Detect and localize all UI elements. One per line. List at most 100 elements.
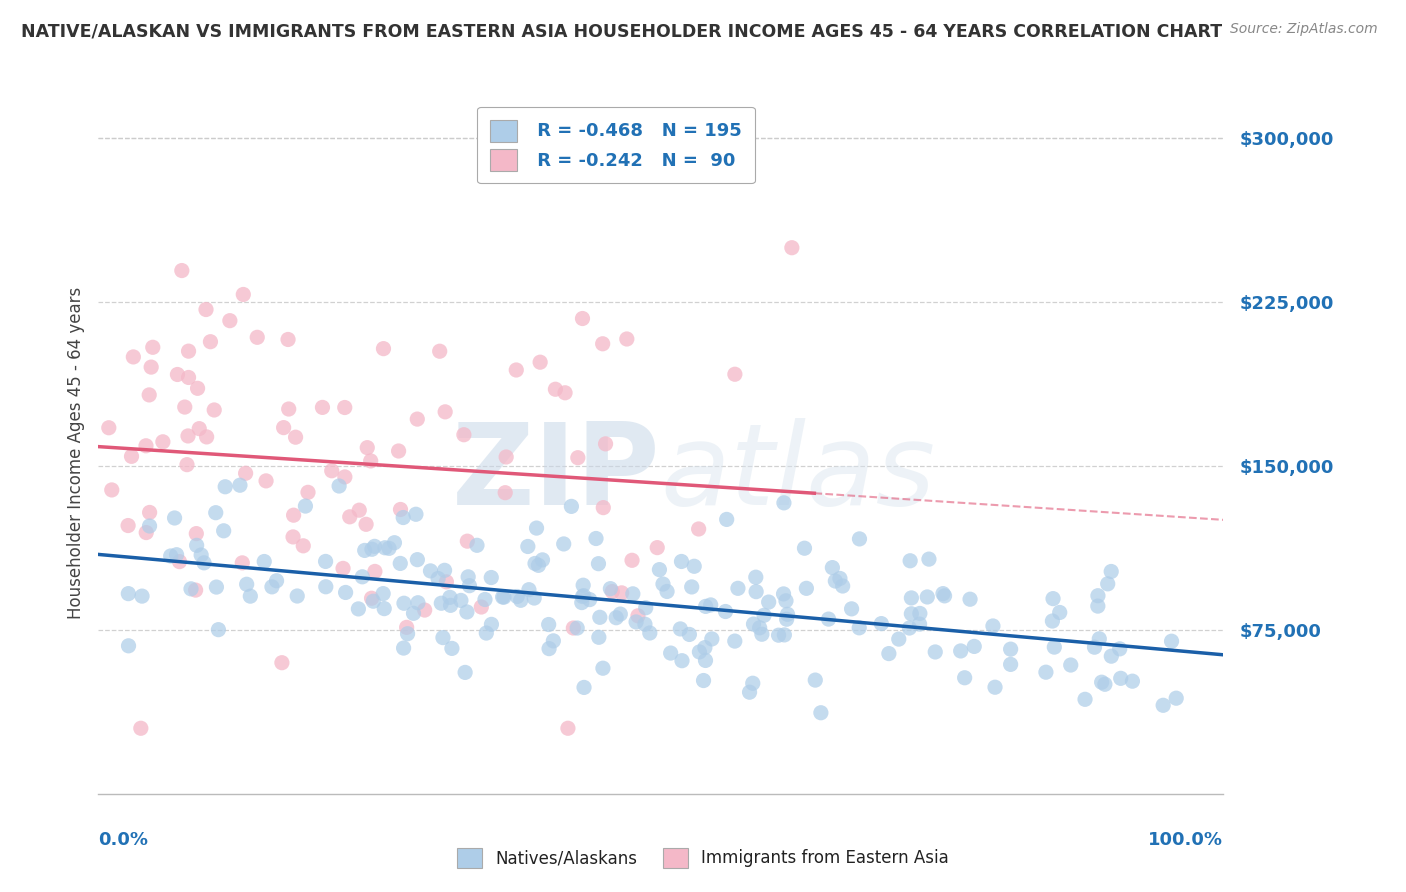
Point xyxy=(474,592,496,607)
Point xyxy=(1060,658,1083,673)
Point xyxy=(283,508,305,523)
Point xyxy=(634,600,657,615)
Point xyxy=(645,541,668,555)
Point xyxy=(281,530,304,544)
Point xyxy=(1121,674,1143,689)
Point xyxy=(453,427,475,442)
Point xyxy=(571,596,593,610)
Point xyxy=(218,313,240,327)
Point xyxy=(776,607,799,622)
Point xyxy=(824,574,846,588)
Point xyxy=(949,644,972,658)
Point xyxy=(406,412,429,426)
Point xyxy=(361,542,384,557)
Point xyxy=(537,617,560,632)
Point xyxy=(810,706,832,720)
Point xyxy=(374,541,396,555)
Point xyxy=(457,570,479,584)
Point xyxy=(328,479,350,493)
Point xyxy=(195,302,218,317)
Point xyxy=(187,381,209,395)
Point xyxy=(848,621,870,635)
Point xyxy=(396,626,419,640)
Point xyxy=(877,647,900,661)
Point xyxy=(284,430,307,444)
Point xyxy=(1160,634,1182,648)
Point xyxy=(479,570,502,584)
Point xyxy=(253,554,276,568)
Point xyxy=(557,721,579,735)
Point xyxy=(984,680,1007,694)
Point xyxy=(1099,565,1122,579)
Point xyxy=(205,580,228,594)
Point xyxy=(817,612,839,626)
Point xyxy=(1099,649,1122,664)
Point xyxy=(121,450,143,464)
Point xyxy=(681,580,703,594)
Point xyxy=(727,582,749,596)
Point xyxy=(494,485,516,500)
Point xyxy=(202,403,225,417)
Point xyxy=(117,518,139,533)
Point xyxy=(470,600,492,615)
Point xyxy=(714,605,737,619)
Point xyxy=(434,405,457,419)
Point xyxy=(506,590,529,604)
Legend:  R = -0.468   N = 195,  R = -0.242   N =  90: R = -0.468 N = 195, R = -0.242 N = 90 xyxy=(477,107,755,184)
Point xyxy=(389,502,412,516)
Point xyxy=(529,355,551,369)
Point xyxy=(600,584,623,599)
Point xyxy=(200,334,222,349)
Point xyxy=(129,721,152,735)
Point xyxy=(934,589,956,603)
Point xyxy=(434,574,457,589)
Point xyxy=(333,470,356,484)
Point xyxy=(169,555,191,569)
Point xyxy=(456,534,478,549)
Point xyxy=(387,444,409,458)
Point xyxy=(745,570,768,584)
Point xyxy=(652,577,675,591)
Point xyxy=(235,467,257,481)
Point xyxy=(621,587,644,601)
Point xyxy=(177,344,200,359)
Point xyxy=(538,641,561,656)
Point xyxy=(495,450,517,464)
Point xyxy=(352,570,374,584)
Point xyxy=(315,554,337,568)
Point xyxy=(239,589,262,603)
Point xyxy=(870,616,893,631)
Point xyxy=(373,601,395,615)
Point xyxy=(427,572,450,586)
Point xyxy=(605,610,627,624)
Point xyxy=(273,420,295,434)
Text: 0.0%: 0.0% xyxy=(98,831,149,849)
Point xyxy=(402,607,425,621)
Point xyxy=(232,287,254,301)
Point xyxy=(560,500,582,514)
Point xyxy=(406,596,429,610)
Point xyxy=(335,585,357,599)
Y-axis label: Householder Income Ages 45 - 64 years: Householder Income Ages 45 - 64 years xyxy=(66,286,84,619)
Point xyxy=(433,563,456,577)
Text: ZIP: ZIP xyxy=(453,417,661,529)
Point xyxy=(571,590,593,604)
Point xyxy=(389,557,412,571)
Point xyxy=(724,634,747,648)
Point xyxy=(363,540,385,554)
Point xyxy=(543,633,565,648)
Point xyxy=(898,621,921,635)
Point xyxy=(378,541,401,556)
Point xyxy=(523,591,546,605)
Point xyxy=(695,599,717,614)
Point xyxy=(773,628,796,642)
Point xyxy=(768,628,790,642)
Point xyxy=(131,589,153,603)
Point xyxy=(231,556,253,570)
Point xyxy=(688,522,710,536)
Point xyxy=(456,605,478,619)
Point xyxy=(900,591,922,605)
Point xyxy=(285,589,308,603)
Point xyxy=(963,640,986,654)
Point xyxy=(152,434,174,449)
